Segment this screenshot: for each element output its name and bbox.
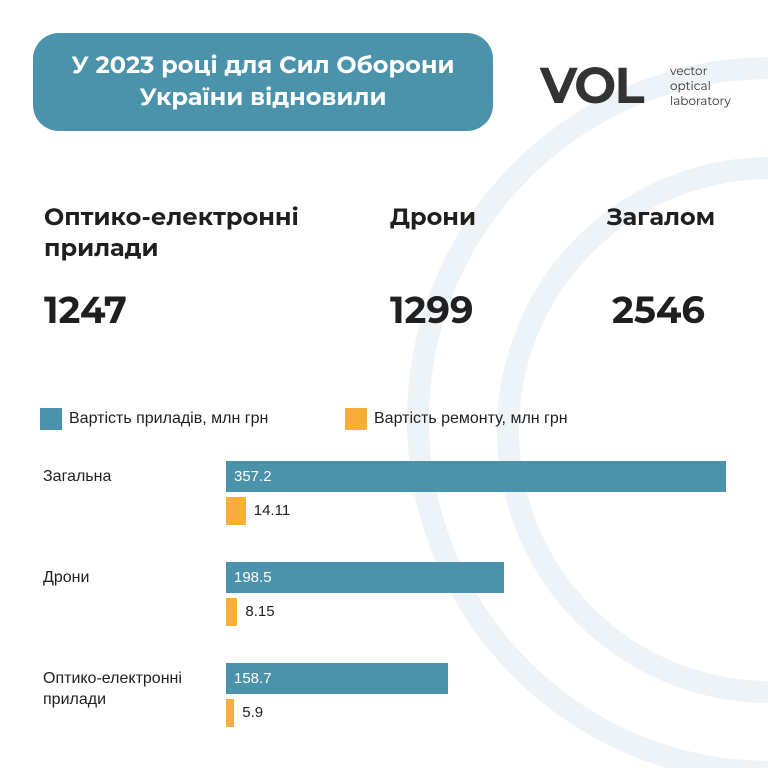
logo-line: vector <box>670 64 708 79</box>
legend-swatch <box>345 408 367 430</box>
bar <box>226 497 246 525</box>
bar-value-label: 357.2 <box>234 468 272 485</box>
bar-value-label: 198.5 <box>234 569 272 586</box>
bar <box>226 461 727 492</box>
bar-value-label: 14.11 <box>253 502 291 519</box>
bar <box>226 663 449 694</box>
bar <box>226 598 238 626</box>
stat-label: Оптико-електронні прилади <box>44 203 299 263</box>
logo-line: optical <box>670 79 711 94</box>
stat-label: Дрони <box>390 203 476 232</box>
bar-value-label: 158.7 <box>234 670 272 687</box>
stat-value: 1299 <box>390 288 474 333</box>
bar <box>226 562 504 593</box>
legend-text: Вартість ремонту, млн грн <box>374 410 568 427</box>
bar-value-label: 5.9 <box>242 704 264 721</box>
logo-mark: VOL <box>540 55 645 116</box>
title-box: У 2023 році для Сил Оборони України відн… <box>33 33 493 131</box>
bar <box>226 699 235 727</box>
stat-value: 1247 <box>44 288 127 333</box>
logo-line: laboratory <box>670 94 731 109</box>
stat-label: Загалом <box>607 203 716 232</box>
category-label: Дрони <box>43 569 90 586</box>
title-line: України відновили <box>139 83 387 112</box>
category-label: Оптико-електронні прилади <box>43 670 182 708</box>
title-line: У 2023 році для Сил Оборони <box>71 51 455 80</box>
legend-text: Вартість приладів, млн грн <box>69 410 269 427</box>
legend-swatch <box>40 408 62 430</box>
logo-text: vector optical laboratory <box>670 64 731 109</box>
category-label: Загальна <box>43 468 112 485</box>
bar-value-label: 8.15 <box>245 603 275 620</box>
stat-value: 2546 <box>612 288 705 333</box>
